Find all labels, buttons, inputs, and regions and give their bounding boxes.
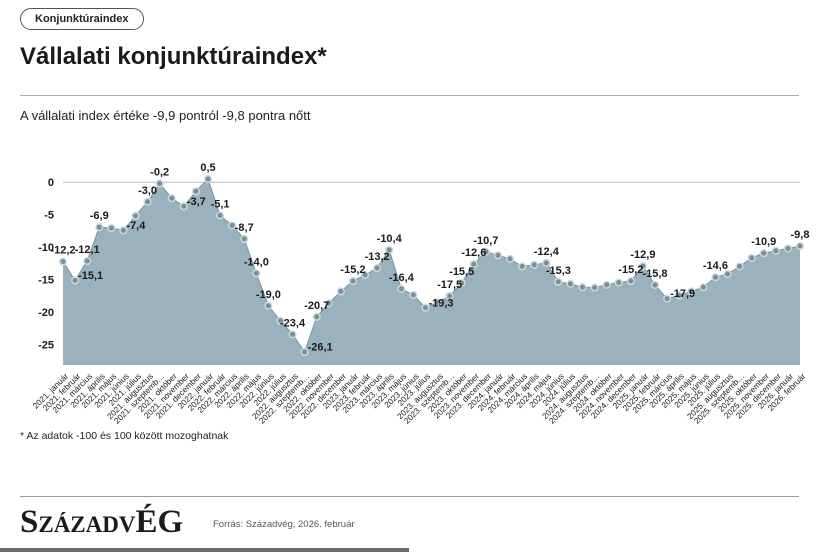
svg-text:-15,2: -15,2	[340, 264, 365, 276]
svg-text:-17,9: -17,9	[670, 288, 695, 300]
svg-text:-12,1: -12,1	[75, 244, 100, 256]
svg-text:-14,0: -14,0	[244, 256, 269, 268]
svg-text:-15,2: -15,2	[618, 264, 643, 276]
svg-text:-15,3: -15,3	[546, 265, 571, 277]
svg-text:-17,5: -17,5	[437, 279, 462, 291]
svg-text:-15: -15	[38, 275, 54, 287]
svg-text:-12,2: -12,2	[50, 245, 75, 257]
svg-text:-0,2: -0,2	[150, 167, 169, 179]
svg-text:-6,9: -6,9	[90, 210, 109, 222]
svg-text:-13,2: -13,2	[365, 251, 390, 263]
svg-text:-3,7: -3,7	[187, 196, 206, 208]
svg-text:-10,9: -10,9	[751, 236, 776, 248]
svg-text:-15,5: -15,5	[449, 266, 474, 278]
svg-text:-12,6: -12,6	[461, 247, 486, 259]
svg-text:-16,4: -16,4	[389, 272, 415, 284]
svg-text:-20,7: -20,7	[304, 300, 329, 312]
svg-text:0,5: 0,5	[200, 162, 215, 174]
svg-text:-12,9: -12,9	[630, 249, 655, 261]
svg-text:-14,6: -14,6	[703, 260, 728, 272]
svg-text:-23,4: -23,4	[280, 317, 306, 329]
svg-text:-8,7: -8,7	[235, 222, 254, 234]
svg-text:-10,7: -10,7	[473, 235, 498, 247]
svg-text:-12,4: -12,4	[534, 246, 560, 258]
svg-text:-26,1: -26,1	[308, 341, 333, 353]
svg-text:-3,0: -3,0	[138, 185, 157, 197]
svg-text:-10,4: -10,4	[377, 233, 403, 245]
svg-text:-9,8: -9,8	[791, 229, 810, 241]
svg-text:-20: -20	[38, 307, 54, 319]
svg-text:-5,1: -5,1	[211, 198, 230, 210]
svg-text:-19,0: -19,0	[256, 289, 281, 301]
svg-text:-7,4: -7,4	[126, 220, 146, 232]
svg-text:0: 0	[48, 177, 54, 189]
svg-text:-15,8: -15,8	[642, 268, 667, 280]
svg-text:-25: -25	[38, 340, 54, 352]
svg-text:-5: -5	[44, 210, 54, 222]
svg-text:-19,3: -19,3	[428, 297, 453, 309]
svg-text:-15,1: -15,1	[78, 270, 103, 282]
